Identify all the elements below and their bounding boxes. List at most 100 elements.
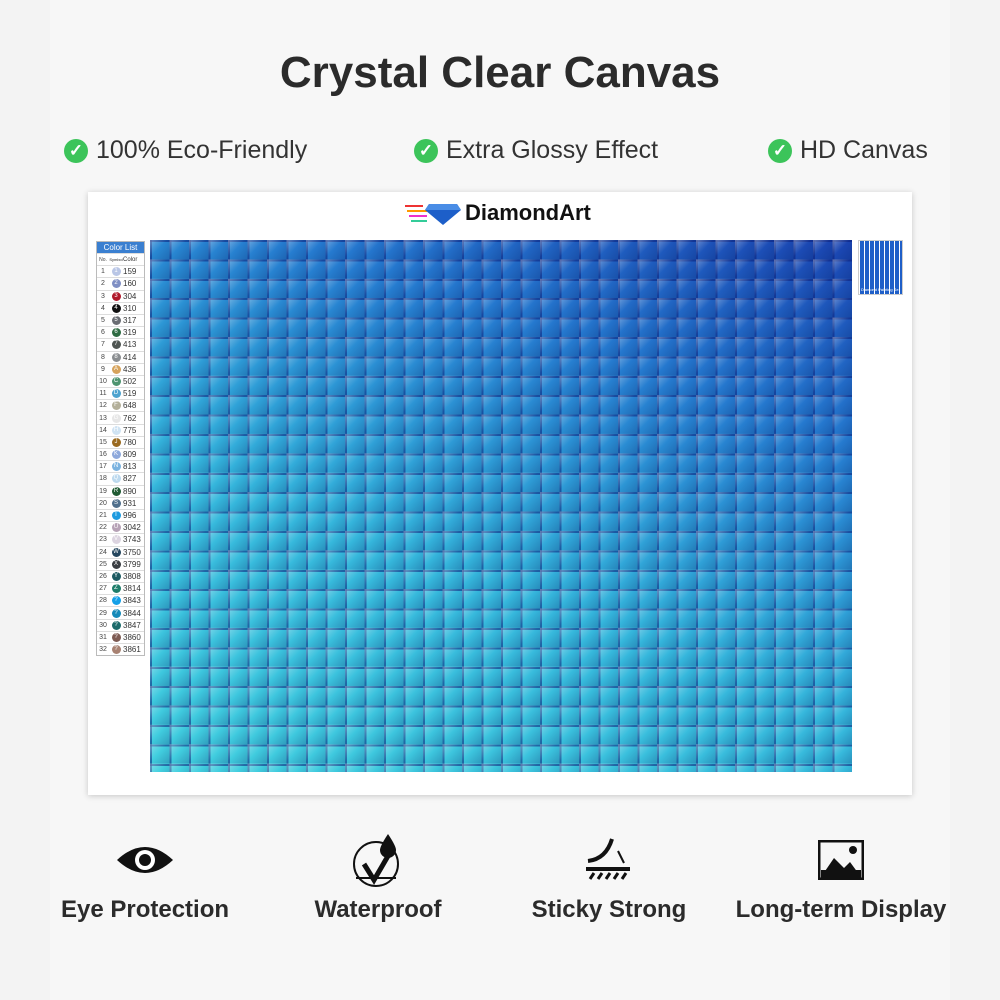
symbol-swatch: 7 — [111, 340, 121, 350]
row-number: 9 — [101, 365, 105, 373]
color-code: 3814 — [123, 584, 141, 594]
color-list-row: 27 Z 3814 — [97, 582, 144, 594]
row-number: 11 — [99, 390, 107, 398]
row-number: 8 — [101, 353, 105, 361]
row-number: 7 — [101, 341, 105, 349]
color-code: 3843 — [123, 596, 141, 606]
row-number: 21 — [99, 512, 107, 520]
color-list-row: 31? 3860 — [97, 630, 144, 643]
symbol-swatch: ? — [111, 620, 121, 630]
row-number: 5 — [101, 317, 105, 325]
eye-icon — [117, 847, 173, 873]
symbol-swatch: Q — [111, 474, 121, 484]
row-number: 1 — [101, 268, 105, 276]
row-number: 31 — [99, 633, 107, 641]
symbol-swatch: 5 — [111, 316, 121, 326]
symbol-swatch: ? — [111, 608, 121, 618]
color-code: 3860 — [123, 632, 141, 642]
row-number: 28 — [99, 597, 107, 605]
row-number: 3 — [101, 292, 105, 300]
color-code: 890 — [123, 486, 137, 496]
symbol-swatch: J — [111, 437, 121, 447]
diamond-logo-icon — [405, 204, 461, 225]
row-number: 19 — [99, 487, 107, 495]
row-number: 20 — [99, 499, 107, 507]
color-list-row: 24 W 3750 — [97, 545, 144, 558]
color-list-title: Color List — [97, 242, 144, 253]
symbol-swatch: V — [111, 535, 121, 545]
header-symbol: Symbol — [109, 257, 123, 263]
symbol-swatch: G — [111, 413, 121, 423]
symbol-swatch: A — [111, 364, 121, 374]
check-icon: ✓ — [768, 138, 792, 163]
color-code: 3861 — [123, 645, 141, 655]
row-number: 27 — [99, 585, 107, 593]
color-list-row: 17 N 813 — [97, 460, 144, 472]
color-code: 160 — [123, 279, 137, 289]
color-code: 3042 — [123, 523, 141, 533]
color-code: 310 — [123, 303, 137, 313]
benefit-label: Sticky Strong — [531, 896, 687, 923]
color-list-row: 15 J 780 — [97, 435, 144, 448]
color-list-row: 13 G 762 — [97, 411, 144, 423]
page-title: Crystal Clear Canvas — [279, 48, 721, 97]
row-number: 29 — [99, 609, 107, 617]
row-number: 17 — [99, 463, 107, 471]
row-number: 12 — [99, 402, 107, 410]
row-number: 4 — [101, 304, 105, 312]
check-icon: ✓ — [64, 138, 88, 163]
thumbnail-caption: Diamond Painting Se — [861, 287, 899, 292]
benefit-label: Long-term Display — [735, 896, 947, 923]
symbol-swatch: 6 — [111, 328, 121, 338]
symbol-swatch: X — [111, 559, 121, 569]
symbol-swatch: 3 — [111, 291, 121, 301]
benefit-waterproof: Waterproof — [263, 830, 493, 924]
benefit-sticky: Sticky Strong — [494, 830, 724, 924]
symbol-swatch: H — [111, 425, 121, 435]
color-list-row: 1 1 159 — [97, 265, 144, 277]
color-list-row: 21 T 996 — [97, 508, 144, 521]
feature-glossy: ✓ Extra Glossy Effect — [414, 136, 658, 165]
color-list-row: 19 R 890 — [97, 484, 144, 497]
row-number: 16 — [99, 451, 107, 459]
symbol-swatch: T — [111, 511, 121, 521]
color-code: 648 — [123, 401, 137, 411]
symbol-swatch: N — [111, 462, 121, 472]
color-code: 827 — [123, 474, 137, 484]
row-number: 14 — [99, 426, 107, 434]
color-code: 413 — [123, 340, 137, 350]
color-list-row: 11 D 519 — [97, 387, 144, 399]
color-list-row: 23 V 3743 — [97, 533, 144, 545]
color-code: 775 — [123, 425, 137, 435]
color-list-row: 10 C 502 — [97, 374, 144, 387]
color-code: 3844 — [123, 608, 141, 618]
color-list-row: 16 K 809 — [97, 448, 144, 460]
row-number: 25 — [99, 560, 107, 568]
color-code: 317 — [123, 316, 137, 326]
color-code: 502 — [123, 376, 137, 386]
header-color: Color — [123, 256, 138, 263]
symbol-swatch: S — [111, 498, 121, 508]
row-number: 22 — [99, 524, 107, 532]
symbol-swatch: 1 — [111, 267, 121, 277]
color-list: Color List No. Symbol Color 1 1 159 2 2 160 3 3 30… — [96, 241, 145, 657]
benefit-label: Eye Protection — [60, 896, 230, 923]
color-code: 813 — [123, 462, 137, 472]
color-list-row: 25 X 3799 — [97, 557, 144, 570]
color-code: 931 — [123, 498, 137, 508]
color-code: 519 — [123, 389, 137, 399]
color-list-row: 18 Q 827 — [97, 472, 144, 484]
symbol-swatch: C — [111, 376, 121, 386]
feature-label: 100% Eco-Friendly — [96, 136, 308, 164]
row-number: 6 — [101, 329, 105, 337]
color-code: 3808 — [123, 571, 141, 581]
row-number: 24 — [99, 548, 107, 556]
symbol-swatch: Y — [111, 571, 121, 581]
feature-hd: ✓ HD Canvas — [768, 136, 928, 165]
color-list-row: 26 Y 3808 — [97, 569, 144, 582]
color-list-row: 29? 3844 — [97, 606, 144, 618]
color-code: 809 — [123, 450, 137, 460]
row-number: 30 — [99, 621, 107, 629]
color-list-row: 30? 3847 — [97, 618, 144, 631]
color-code: 304 — [123, 291, 137, 301]
